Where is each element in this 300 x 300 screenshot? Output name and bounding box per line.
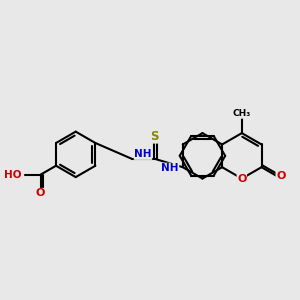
Text: O: O (237, 174, 247, 184)
Text: CH₃: CH₃ (233, 109, 251, 118)
Text: O: O (36, 188, 45, 198)
Text: HO: HO (4, 169, 22, 180)
Text: NH: NH (161, 163, 179, 173)
Text: NH: NH (134, 149, 152, 159)
Text: S: S (150, 130, 159, 143)
Text: O: O (276, 171, 285, 181)
